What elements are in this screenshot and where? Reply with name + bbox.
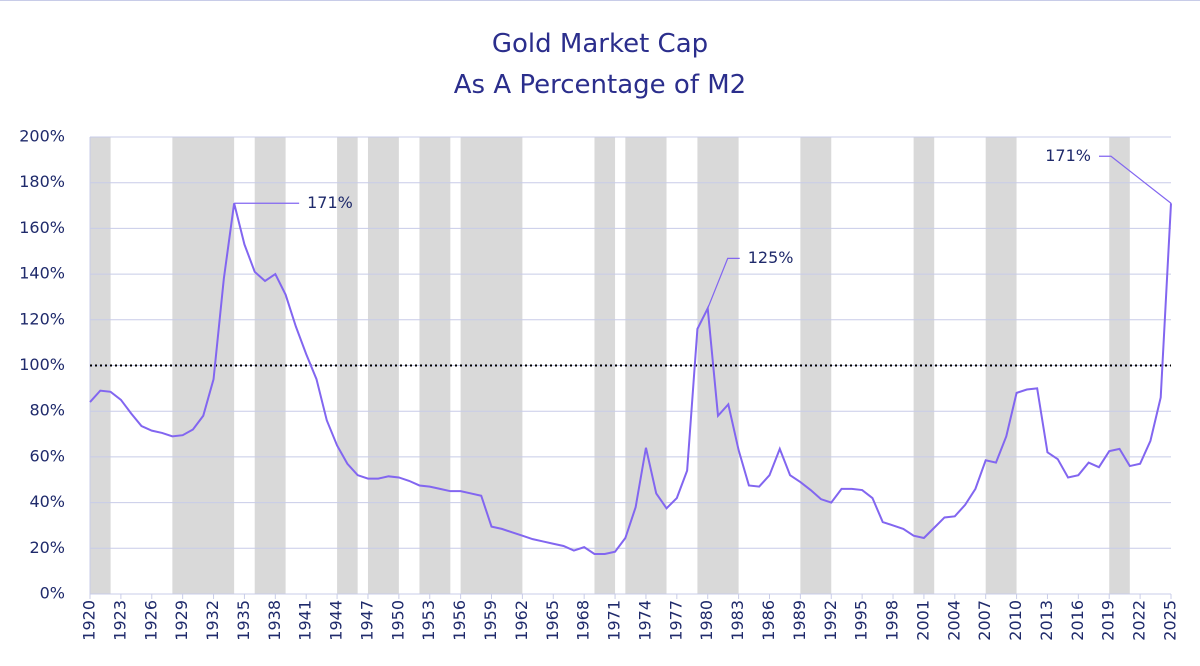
x-tick-label: 2001 [913,600,932,641]
x-tick-label: 1962 [512,600,531,641]
x-tick-label: 1944 [327,600,346,641]
x-tick-label: 1935 [234,600,253,641]
annotation-label: 171% [1045,146,1091,165]
chart-subtitle: As A Percentage of M2 [454,70,746,100]
annotation-leader [1099,155,1172,204]
x-tick-label: 1941 [296,600,315,641]
x-tick-label: 2022 [1130,600,1149,641]
y-tick-label: 160% [19,218,65,237]
y-tick-label: 180% [19,172,65,191]
annotation-label: 125% [748,248,794,267]
y-tick-label: 60% [29,446,65,465]
x-tick-label: 1968 [574,600,593,641]
x-tick-label: 2007 [975,600,994,641]
y-tick-label: 120% [19,309,65,328]
x-tick-label: 2004 [944,600,963,641]
x-tick-label: 1920 [80,600,99,641]
y-tick-label: 20% [29,538,65,557]
x-tick-label: 1938 [265,600,284,641]
y-tick-label: 0% [40,584,65,603]
x-tick-label: 1971 [605,600,624,641]
x-tick-label: 1956 [450,600,469,641]
x-tick-label: 1953 [419,600,438,641]
x-tick-label: 1983 [728,600,747,641]
x-tick-label: 1926 [141,600,160,641]
x-tick-label: 1986 [759,600,778,641]
y-tick-label: 100% [19,355,65,374]
y-tick-label: 200% [19,127,65,146]
x-tick-label: 1977 [666,600,685,641]
y-tick-label: 40% [29,492,65,511]
x-tick-label: 2019 [1099,600,1118,641]
x-tick-label: 1947 [357,600,376,641]
x-tick-label: 2013 [1037,600,1056,641]
x-tick-label: 1965 [543,600,562,641]
chart-title: Gold Market Cap [492,29,708,59]
x-tick-label: 1974 [635,600,654,641]
x-tick-label: 1932 [203,600,222,641]
x-tick-label: 1980 [697,600,716,641]
x-tick-label: 2025 [1161,600,1180,641]
data-line [89,203,1172,556]
annotation-label: 171% [307,193,353,212]
x-tick-label: 1959 [481,600,500,641]
x-tick-label: 1929 [172,600,191,641]
y-tick-label: 80% [29,401,65,420]
annotation-leader [707,257,740,309]
y-tick-label: 140% [19,264,65,283]
x-tick-label: 1995 [852,600,871,641]
x-tick-label: 1989 [790,600,809,641]
x-tick-label: 1923 [110,600,129,641]
x-tick-label: 1992 [821,600,840,641]
x-tick-label: 2016 [1068,600,1087,641]
x-tick-label: 1998 [883,600,902,641]
x-tick-label: 1950 [388,600,407,641]
x-tick-label: 2010 [1006,600,1025,641]
